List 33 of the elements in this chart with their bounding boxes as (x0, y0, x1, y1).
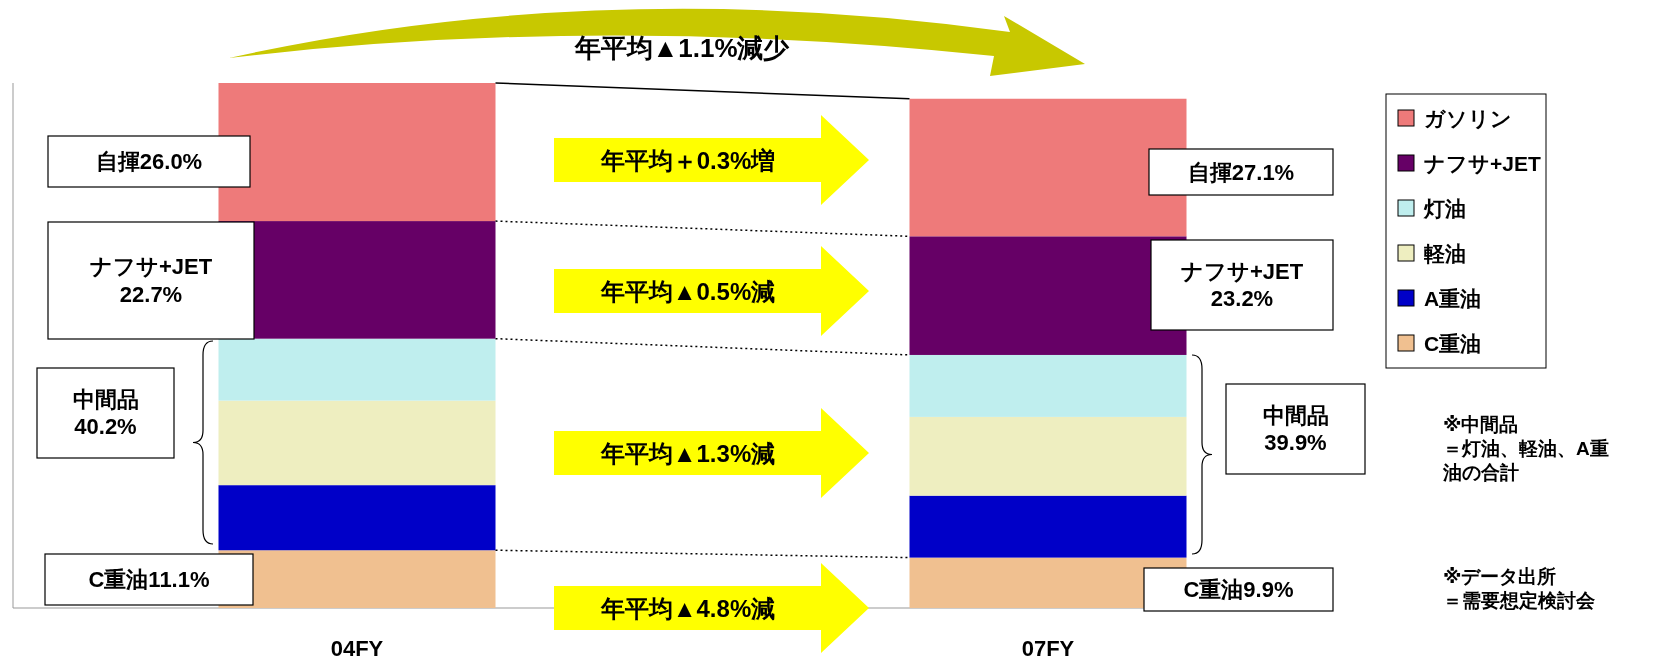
annotation: 年平均＋0.3%増 (599, 146, 776, 174)
bar (909, 354, 1187, 417)
bar (218, 83, 496, 222)
annotation: 年平均▲4.8%減 (599, 594, 776, 622)
bar (909, 98, 1187, 237)
annotation: 中間品 40.2% (72, 386, 139, 440)
bar (218, 338, 496, 401)
annotation: ナフサ+JET 22.7% (89, 254, 213, 307)
bar (909, 416, 1187, 496)
legend-label: ガソリン (1424, 106, 1512, 130)
text: ＝灯油、軽油、A重油の合計 (1442, 437, 1609, 483)
annotation: 中間品 39.9% (1262, 402, 1329, 456)
bar (218, 485, 496, 551)
legend-label: 軽油 (1423, 241, 1466, 265)
bar (909, 495, 1187, 558)
annotation: 自揮26.0% (95, 149, 203, 174)
annotation: 年平均▲0.5%減 (599, 277, 776, 305)
legend-label: 灯油 (1423, 196, 1466, 220)
x-tick-label: 04FY (330, 635, 384, 661)
text: ※データ出所 (1443, 565, 1557, 587)
annotation: ナフサ+JET 23.2% (1180, 258, 1304, 312)
legend-label: C重油 (1424, 331, 1482, 355)
legend-label: ナフサ+JET (1424, 151, 1541, 175)
text: ＝需要想定検討会 (1443, 589, 1596, 611)
annotation: C重油11.1% (88, 567, 210, 592)
annotation: 年平均▲1.3%減 (599, 439, 776, 467)
x-tick-label: 07FY (1021, 635, 1075, 661)
legend-label: A重油 (1424, 286, 1482, 310)
text: 年平均▲1.1%減少 (573, 33, 791, 63)
bar (218, 400, 496, 486)
text: ※中間品 (1443, 413, 1519, 435)
annotation: C重油9.9% (1183, 577, 1294, 602)
annotation: 自揮27.1% (1187, 159, 1295, 185)
